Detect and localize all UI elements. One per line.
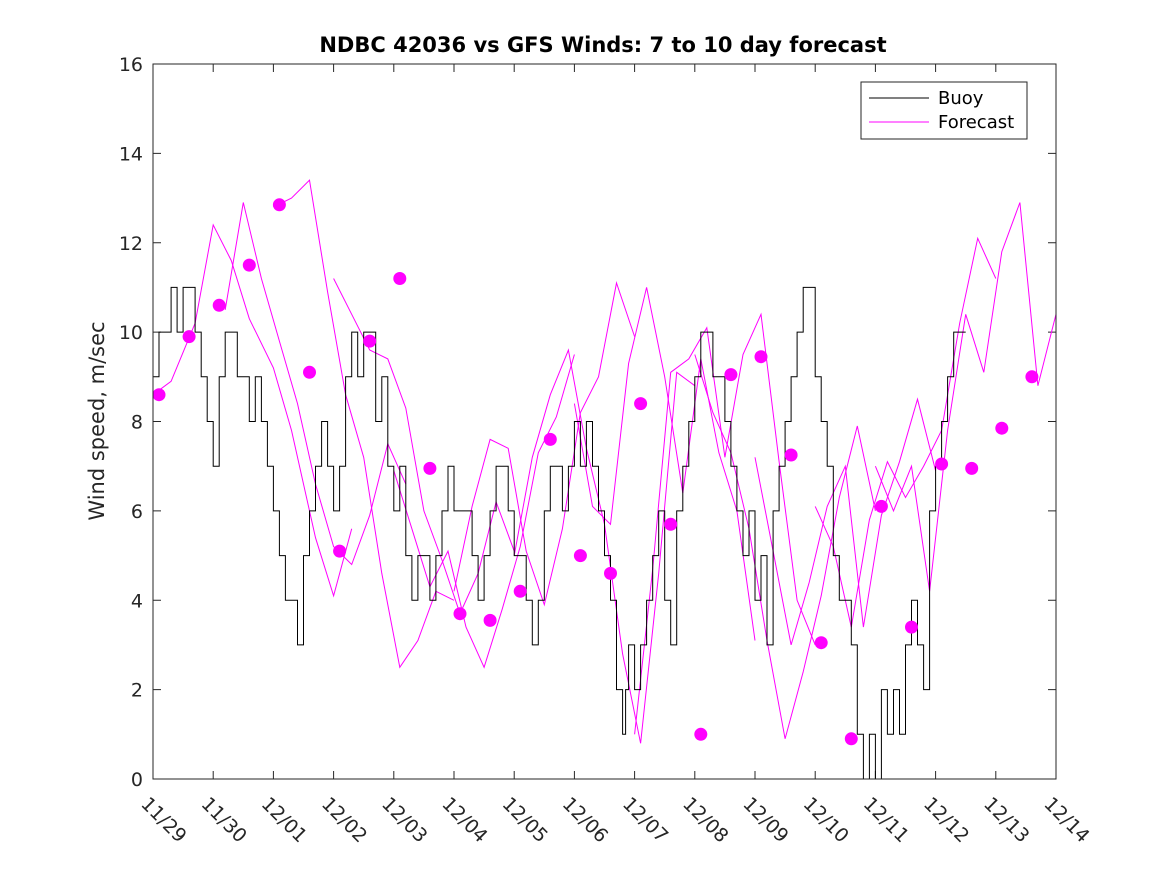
forecast-point — [905, 620, 918, 634]
forecast-point — [995, 421, 1009, 435]
legend: Buoy Forecast — [860, 81, 1028, 140]
y-tick-label: 4 — [131, 590, 143, 612]
forecast-line — [874, 202, 1057, 592]
forecast-point — [242, 258, 256, 272]
forecast-point — [1025, 370, 1039, 384]
forecast-point — [724, 368, 738, 382]
forecast-line — [634, 312, 816, 735]
forecast-point — [423, 461, 437, 475]
forecast-point — [784, 448, 798, 462]
forecast-point — [935, 457, 949, 471]
forecast-point — [272, 198, 286, 212]
y-tick-label: 0 — [131, 769, 143, 791]
forecast-point — [814, 636, 828, 650]
forecast-line — [273, 179, 455, 669]
forecast-point — [694, 727, 708, 741]
forecast-line — [453, 281, 636, 607]
buoy-line — [153, 286, 966, 780]
legend-forecast-label: Forecast — [938, 112, 1014, 133]
forecast-point — [212, 298, 226, 312]
forecast-point — [333, 544, 347, 558]
forecast-line — [694, 354, 876, 739]
forecast-point — [393, 272, 407, 285]
legend-buoy-label: Buoy — [938, 88, 984, 109]
forecast-point — [513, 584, 527, 598]
forecast-point — [363, 334, 377, 348]
forecast-point — [483, 613, 497, 627]
forecast-line — [754, 397, 937, 646]
plot-area — [152, 179, 1057, 780]
forecast-point — [543, 432, 557, 446]
y-axis-label: Wind speed, m/sec — [85, 321, 109, 520]
forecast-point — [573, 549, 587, 563]
forecast-point — [965, 461, 979, 475]
forecast-point — [664, 517, 678, 531]
axes-box — [152, 63, 1057, 780]
forecast-point — [844, 732, 858, 746]
forecast-point — [453, 607, 467, 621]
legend-box — [860, 81, 1028, 140]
y-tick-label: 8 — [131, 412, 143, 434]
y-tick-label: 10 — [119, 322, 143, 344]
forecast-point — [152, 388, 166, 402]
forecast-point — [604, 566, 617, 580]
forecast-point — [303, 365, 316, 379]
forecast-point — [874, 499, 888, 513]
y-tick-label: 2 — [131, 680, 143, 702]
forecast-point — [634, 397, 648, 411]
y-tick-label: 12 — [119, 233, 143, 255]
forecast-point — [754, 350, 768, 364]
forecast-point — [182, 330, 196, 344]
y-tick-label: 16 — [119, 54, 143, 76]
y-tick-label: 6 — [131, 501, 143, 523]
y-tick-label: 14 — [119, 143, 143, 165]
chart-title: NDBC 42036 vs GFS Winds: 7 to 10 day for… — [319, 33, 886, 57]
